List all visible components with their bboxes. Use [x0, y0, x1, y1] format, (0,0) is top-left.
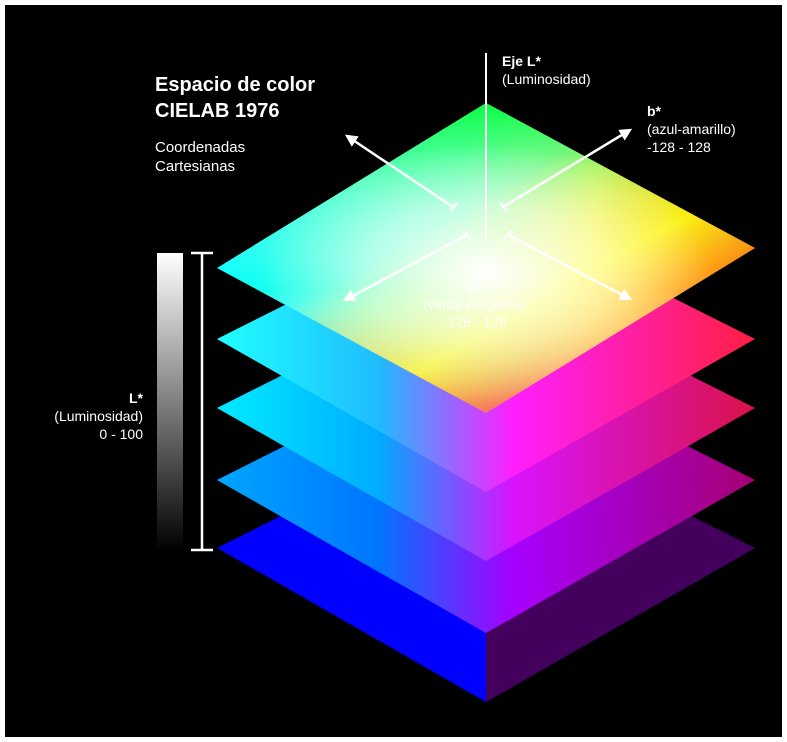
- l-axis-label: Eje L* (Luminosidad): [502, 53, 591, 89]
- a-axis-label-line-3: -128 - 128: [442, 313, 507, 330]
- b-axis-label-line-3: -128 - 128: [647, 138, 711, 155]
- diagram-canvas: Espacio de color CIELAB 1976 Coordenadas…: [5, 5, 782, 737]
- diagram-subtitle: Coordenadas Cartesianas: [155, 138, 245, 176]
- luminosity-scale-label-line-3: 0 - 100: [99, 425, 143, 442]
- luminosity-scale-label-line-2: (Luminosidad): [54, 407, 143, 424]
- axis-arrows: [342, 128, 633, 302]
- tick-magenta: [503, 230, 513, 240]
- tick-yellow: [499, 202, 508, 212]
- tick-green: [449, 202, 458, 212]
- luminosity-scale-label-line-1: L*: [129, 390, 143, 406]
- luminosity-bracket: [191, 251, 213, 552]
- arrow-yellow: [502, 128, 633, 209]
- arrow-magenta: [507, 233, 633, 301]
- luminosity-scale-label: L* (Luminosidad) 0 - 100: [15, 390, 143, 444]
- b-axis-label: b* (azul-amarillo) -128 - 128: [647, 103, 736, 157]
- a-axis-label-line-2: (verde-magenta): [423, 295, 527, 312]
- l-axis-label-line-2: (Luminosidad): [502, 70, 591, 87]
- luminosity-gradient-bar: [157, 253, 183, 551]
- subtitle-line-1: Coordenadas: [155, 139, 246, 156]
- cielab-diagram: [157, 53, 755, 702]
- b-axis-label-line-2: (azul-amarillo): [647, 120, 736, 137]
- title-line-2: CIELAB 1976: [155, 100, 280, 122]
- title-line-1: Espacio de color: [155, 74, 316, 96]
- diagram-title: Espacio de color CIELAB 1976: [155, 72, 315, 124]
- subtitle-line-2: Cartesianas: [155, 158, 236, 176]
- arrow-green: [344, 134, 454, 209]
- layer-top: [217, 103, 755, 413]
- a-axis-label: a* (verde-magenta) -128 - 128: [423, 278, 527, 332]
- tick-blue: [462, 230, 472, 240]
- a-axis-label-line-1: a*: [468, 278, 482, 294]
- l-axis-label-line-1: Eje L*: [502, 53, 541, 69]
- arrow-blue: [342, 233, 468, 302]
- b-axis-label-line-1: b*: [647, 103, 661, 119]
